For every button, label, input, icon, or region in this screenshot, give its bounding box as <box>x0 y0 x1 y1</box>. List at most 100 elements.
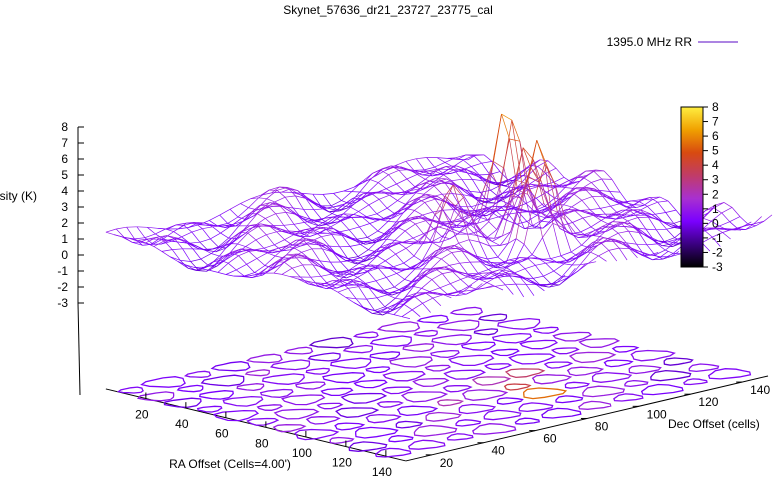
wire-segment <box>586 186 598 192</box>
wire-segment <box>220 259 229 264</box>
wire-segment <box>360 192 372 199</box>
contour-ring <box>381 386 414 395</box>
wire-segment <box>227 216 239 224</box>
contour-ring <box>136 391 175 402</box>
wire-segment <box>369 223 379 232</box>
wire-segment <box>599 190 610 192</box>
wire-segment <box>395 212 404 215</box>
wire-segment <box>225 274 234 277</box>
wire-segment <box>258 197 267 200</box>
wire-segment <box>182 248 191 262</box>
wire-segment <box>388 169 400 176</box>
wire-segment <box>539 159 549 162</box>
wire-segment <box>513 244 525 265</box>
wire-segment <box>542 237 551 259</box>
base-contours <box>116 306 752 458</box>
colorbar-tick-label: 1 <box>712 202 719 216</box>
wire-segment <box>636 211 646 216</box>
wire-segment <box>419 260 431 268</box>
wire-segment <box>385 303 397 314</box>
wire-segment <box>583 230 595 236</box>
wire-segment <box>338 229 350 233</box>
wire-segment <box>303 239 315 242</box>
wire-segment <box>478 272 490 280</box>
wire-segment <box>219 243 230 257</box>
wire-segment <box>377 174 389 183</box>
wire-segment <box>404 186 416 193</box>
wire-segment <box>173 225 185 232</box>
wire-segment <box>357 237 368 240</box>
wire-segment <box>270 226 282 232</box>
wire-segment <box>454 183 464 195</box>
contour-ring <box>116 386 144 394</box>
wire-segment <box>452 271 461 280</box>
wire-segment <box>339 246 348 259</box>
wire-segment <box>445 166 455 171</box>
wire-segment <box>283 225 292 235</box>
wire-segment <box>307 258 318 266</box>
wire-segment <box>201 262 213 270</box>
contour-ring <box>269 359 311 371</box>
wire-segment <box>244 225 256 235</box>
wire-segment <box>285 195 296 198</box>
wire-segment <box>333 193 342 201</box>
wire-segment <box>572 177 584 189</box>
wire-segment <box>429 168 439 175</box>
wire-segment <box>574 210 586 212</box>
wire-segment <box>363 192 374 195</box>
wire-segment <box>563 193 575 205</box>
wire-segment <box>380 169 389 176</box>
wire-segment <box>424 171 436 180</box>
wire-segment <box>310 275 321 278</box>
wire-segment <box>339 206 351 217</box>
wire-segment <box>586 245 598 253</box>
wire-segment <box>266 190 278 199</box>
wire-segment <box>515 203 527 208</box>
wire-segment <box>428 226 438 243</box>
wire-segment <box>543 270 554 277</box>
wire-segment <box>466 210 475 213</box>
contour-ring <box>259 388 294 398</box>
wire-segment <box>479 241 490 247</box>
contour-ring <box>628 364 662 375</box>
wire-segment <box>242 227 253 232</box>
wire-segment <box>237 207 249 218</box>
wire-segment <box>415 223 424 234</box>
wire-segment <box>433 228 443 237</box>
wire-segment <box>664 237 675 242</box>
wire-segment <box>529 159 541 166</box>
wire-segment <box>420 268 432 280</box>
wire-segment <box>164 238 175 242</box>
wire-segment <box>572 217 584 223</box>
wire-segment <box>564 187 574 189</box>
wire-segment <box>304 255 314 266</box>
contour-ring <box>471 376 512 386</box>
contour-ring <box>518 402 554 413</box>
z-tick-label: -3 <box>57 296 68 310</box>
wire-segment <box>431 193 443 198</box>
wire-segment <box>404 219 413 222</box>
contour-ring <box>688 363 720 373</box>
wire-segment <box>593 213 604 216</box>
wire-segment <box>513 206 525 229</box>
colorbar-tick-label: 4 <box>712 158 719 172</box>
wire-segment <box>338 203 350 212</box>
wire-segment <box>380 265 392 269</box>
wire-segment <box>302 230 314 238</box>
wire-segment <box>638 232 650 237</box>
wire-segment <box>212 226 221 234</box>
wire-segment <box>359 226 368 238</box>
wire-segment <box>464 168 475 174</box>
wire-segment <box>301 233 311 237</box>
wire-segment <box>178 227 189 230</box>
wire-segment <box>453 245 465 250</box>
wire-segment <box>453 169 463 180</box>
wire-segment <box>469 261 479 274</box>
wire-segment <box>363 257 375 262</box>
wire-segment <box>252 274 263 278</box>
wire-segment <box>657 241 668 245</box>
contour-ring <box>369 351 401 360</box>
x-tick-label: 100 <box>292 446 312 460</box>
wire-segment <box>271 191 282 194</box>
wire-segment <box>325 269 337 277</box>
